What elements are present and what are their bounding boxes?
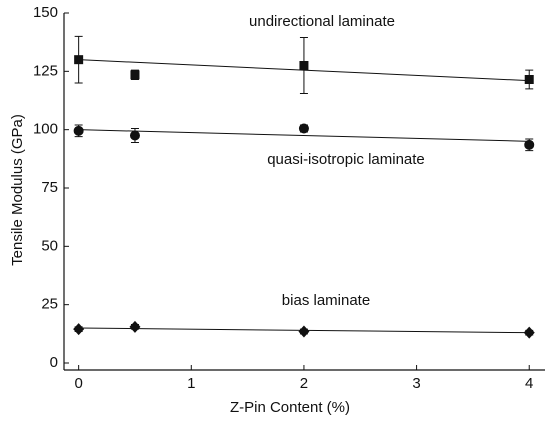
- y-tick-label: 150: [33, 4, 58, 21]
- y-tick-label: 0: [50, 354, 58, 371]
- marker: [299, 61, 309, 70]
- y-tick-label: 125: [33, 62, 58, 79]
- marker: [524, 139, 535, 150]
- series-label: undirectional laminate: [249, 13, 395, 30]
- marker: [524, 75, 534, 84]
- x-axis-label: Z-Pin Content (%): [230, 399, 350, 416]
- marker: [129, 320, 141, 333]
- marker: [298, 325, 310, 338]
- x-tick-label: 0: [74, 375, 82, 392]
- marker: [129, 130, 140, 141]
- series-label: quasi-isotropic laminate: [267, 151, 425, 168]
- marker: [73, 125, 84, 136]
- series-label: bias laminate: [282, 292, 370, 309]
- marker: [523, 326, 535, 339]
- y-axis-label: Tensile Modulus (GPa): [9, 114, 26, 266]
- marker: [74, 55, 84, 65]
- marker: [298, 123, 309, 134]
- x-tick-label: 2: [300, 375, 308, 392]
- x-tick-label: 3: [412, 375, 420, 392]
- x-tick-label: 4: [525, 375, 533, 392]
- y-tick-label: 75: [41, 179, 58, 196]
- x-tick-label: 1: [187, 375, 195, 392]
- fit-line: [78, 129, 530, 142]
- marker: [130, 70, 140, 80]
- y-tick-label: 50: [41, 237, 58, 254]
- marker: [73, 323, 85, 336]
- y-tick-label: 25: [41, 296, 58, 313]
- y-tick-label: 100: [33, 121, 58, 138]
